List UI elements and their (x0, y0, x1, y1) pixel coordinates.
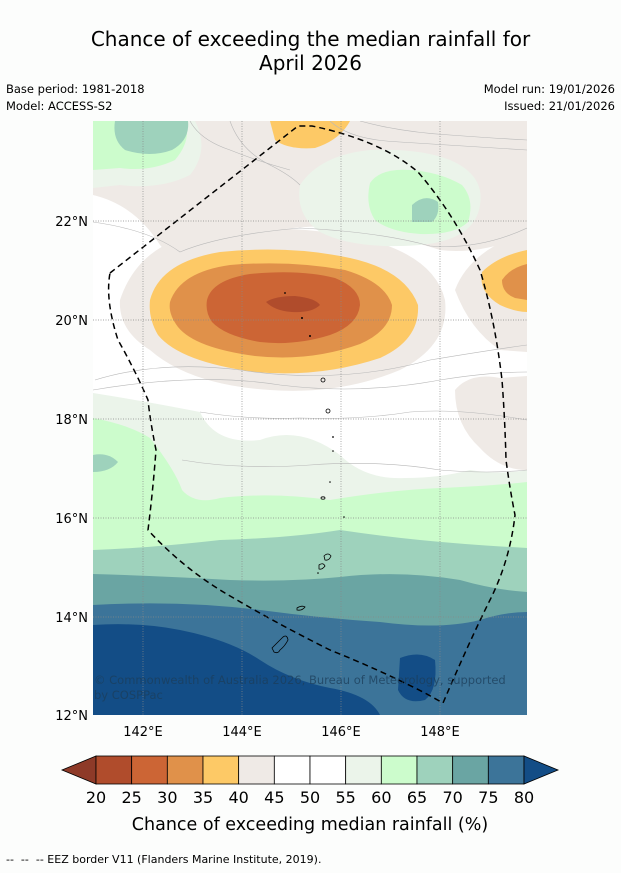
legend-colorbar (60, 755, 560, 785)
legend-swatch-35-40 (202, 755, 240, 785)
band-20-25 (266, 296, 320, 313)
band-65-70-small-north (412, 198, 439, 222)
base-period: Base period: 1981-2018 (6, 82, 145, 96)
lat-label-20n: 20°N (55, 314, 88, 329)
lat-label-16n: 16°N (55, 512, 88, 527)
lat-label-22n: 22°N (55, 215, 88, 230)
legend-swatch-70-75 (452, 755, 489, 785)
lon-label-142e: 142°E (123, 725, 163, 740)
legend-tick-50: 50 (300, 788, 320, 807)
legend-tick-75: 75 (478, 788, 498, 807)
rainfall-probability-field: © Commonwealth of Australia 2026, Bureau… (93, 121, 527, 715)
legend-swatch-45-50 (273, 755, 311, 785)
legend-tick-labels: 20 25 30 35 40 45 50 55 60 65 70 75 80 (86, 788, 534, 807)
meta-left: Base period: 1981-2018 Model: ACCESS-S2 (6, 81, 145, 115)
band-40-45-ne-patch (455, 376, 527, 470)
legend-title: Chance of exceeding median rainfall (%) (132, 815, 488, 835)
band-top-35-40 (270, 121, 350, 149)
gridlines (93, 121, 527, 715)
lat-label-18n: 18°N (55, 413, 88, 428)
legend-tick-60: 60 (371, 788, 391, 807)
legend-tick-45: 45 (264, 788, 284, 807)
rota-outline (296, 605, 306, 611)
legend-swatch-25-30 (131, 755, 168, 785)
legend-swatch-65-70 (416, 755, 454, 785)
legend-tick-40: 40 (228, 788, 248, 807)
latitude-labels: 22°N 20°N 18°N 16°N 14°N 12°N (55, 215, 88, 724)
legend-swatch-75-80 (487, 755, 525, 785)
legend-swatch-55-60 (345, 755, 382, 785)
legend-arrow-below-20 (60, 755, 97, 785)
eez-footnote: -- -- -- EEZ border V11 (Flanders Marine… (6, 853, 322, 866)
legend-swatch-60-65 (380, 755, 418, 785)
legend-swatch-40-45 (238, 755, 275, 785)
title-line-2: April 2026 (259, 51, 362, 75)
copyright-line-1: © Commonwealth of Australia 2026, Bureau… (94, 673, 506, 687)
eez-border (107, 125, 516, 705)
lon-label-148e: 148°E (420, 725, 460, 740)
legend-tick-70: 70 (442, 788, 462, 807)
band-65-70-nw (114, 121, 189, 154)
lon-label-144e: 144°E (222, 725, 262, 740)
legend-swatch-20-25 (95, 755, 133, 785)
band-65-70-west-fleck (93, 454, 118, 472)
map-title: Chance of exceeding the median rainfall … (0, 27, 621, 75)
saipan-outline (323, 553, 332, 561)
longitude-labels: 142°E 144°E 146°E 148°E (123, 725, 460, 740)
legend-tick-25: 25 (121, 788, 141, 807)
lat-label-12n: 12°N (55, 709, 88, 724)
guam-outline (271, 635, 289, 654)
legend-tick-30: 30 (157, 788, 177, 807)
legend-swatch-50-55 (309, 755, 347, 785)
legend-tick-65: 65 (407, 788, 427, 807)
legend-tick-55: 55 (335, 788, 355, 807)
legend-tick-35: 35 (193, 788, 213, 807)
title-line-1: Chance of exceeding the median rainfall … (90, 27, 531, 51)
tinian-outline (318, 563, 326, 570)
thin-contours (93, 121, 527, 473)
island-dots (284, 292, 345, 574)
model-run: Model run: 19/01/2026 (483, 82, 615, 96)
legend-tick-80: 80 (514, 788, 534, 807)
meta-right: Model run: 19/01/2026 Issued: 21/01/2026 (484, 81, 615, 115)
lat-label-14n: 14°N (55, 611, 88, 626)
band-above-80-south-center (398, 654, 436, 702)
band-above-80-southwest (93, 624, 380, 715)
legend-arrow-above-80 (523, 755, 560, 785)
copyright-line-2: by COSPPac (94, 688, 163, 702)
lon-label-146e: 146°E (321, 725, 361, 740)
model-name: Model: ACCESS-S2 (6, 99, 113, 113)
legend-swatch-30-35 (166, 755, 204, 785)
band-east-30-35 (502, 264, 527, 300)
island-outlines (271, 377, 332, 654)
legend-tick-20: 20 (86, 788, 106, 807)
issued-date: Issued: 21/01/2026 (504, 99, 615, 113)
